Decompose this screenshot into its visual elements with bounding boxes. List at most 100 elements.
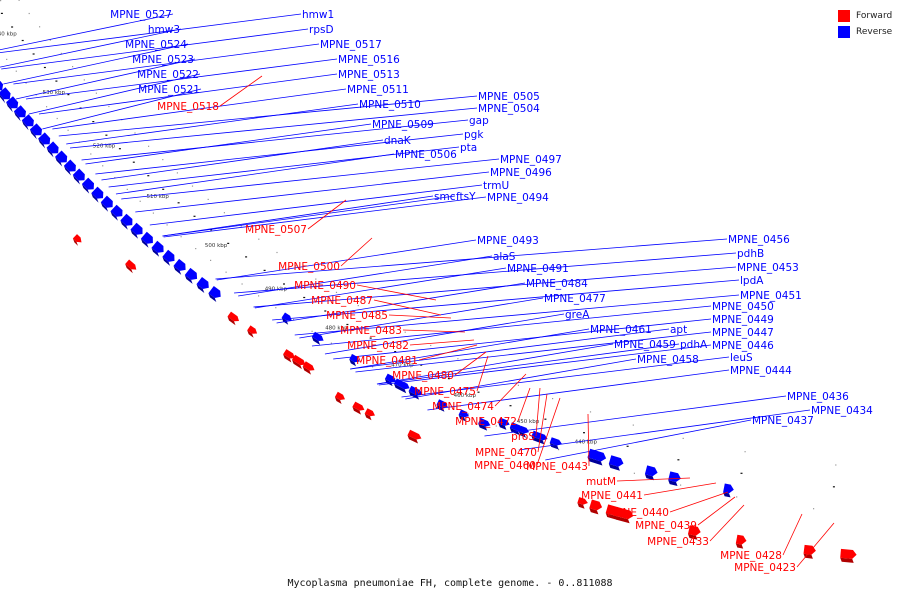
gene-label[interactable]: MPNE_0451 (740, 290, 802, 302)
gene-label[interactable]: MPNE_0507 (245, 224, 307, 236)
gene-label[interactable]: MPNE_0423 (734, 562, 796, 574)
forward-gene[interactable] (840, 548, 857, 559)
gene-label[interactable]: pta (460, 142, 477, 154)
forward-gene[interactable] (334, 391, 345, 400)
forward-gene[interactable] (364, 408, 375, 417)
forward-gene[interactable] (803, 544, 816, 555)
reverse-gene[interactable] (311, 331, 324, 341)
reverse-gene[interactable] (0, 78, 4, 91)
forward-gene[interactable] (72, 234, 82, 243)
gene-label[interactable]: MPNE_0459 (614, 339, 676, 351)
gene-label[interactable]: MPNE_0441 (581, 490, 643, 502)
gene-label[interactable]: MPNE_0456 (728, 234, 790, 246)
reverse-gene[interactable] (91, 186, 104, 199)
reverse-gene[interactable] (100, 195, 113, 208)
gene-label[interactable]: MPNE_0504 (478, 103, 540, 115)
gene-label[interactable]: MPNE_0439 (635, 520, 697, 532)
gene-label[interactable]: MPNE_0524 (125, 39, 187, 51)
gene-label[interactable]: MPNE_0477 (544, 293, 606, 305)
gene-label[interactable]: MPNE_0433 (647, 536, 709, 548)
gene-label[interactable]: hmw3 (148, 24, 180, 36)
gene-label[interactable]: smc (434, 191, 456, 203)
reverse-gene[interactable] (21, 114, 34, 127)
reverse-gene[interactable] (531, 430, 548, 441)
gene-label[interactable]: MPNE_0484 (526, 278, 588, 290)
reverse-gene[interactable] (644, 465, 658, 477)
forward-gene[interactable] (302, 361, 315, 371)
gene-label[interactable]: leuS (730, 352, 753, 364)
gene-label[interactable]: MPNE_0482 (347, 340, 409, 352)
reverse-gene[interactable] (208, 286, 221, 298)
forward-gene[interactable] (688, 525, 701, 536)
reverse-gene[interactable] (63, 159, 76, 172)
gene-label[interactable]: MPNE_0490 (294, 280, 356, 292)
gene-label[interactable]: MPNE_0509 (372, 119, 434, 131)
gene-label[interactable]: MPNE_0449 (712, 314, 774, 326)
forward-gene[interactable] (577, 497, 588, 505)
gene-label[interactable]: MPNE_0436 (787, 391, 849, 403)
gene-label[interactable]: proS (511, 431, 535, 443)
gene-label[interactable]: MPNE_0437 (752, 415, 814, 427)
reverse-gene[interactable] (29, 123, 42, 136)
gene-label[interactable]: MPNE_0511 (347, 84, 409, 96)
gene-label[interactable]: MPNE_0461 (590, 324, 652, 336)
reverse-gene[interactable] (120, 213, 133, 226)
gene-label[interactable]: dnaK (384, 135, 412, 147)
reverse-gene[interactable] (408, 385, 423, 396)
gene-label[interactable]: pgk (464, 129, 484, 141)
forward-gene[interactable] (247, 325, 258, 334)
gene-label[interactable]: MPNE_0527 (110, 9, 172, 21)
gene-label[interactable]: MPNE_0444 (730, 365, 792, 377)
forward-gene[interactable] (292, 354, 306, 366)
gene-label[interactable]: alaS (493, 251, 516, 263)
gene-label[interactable]: MPNE_0522 (137, 69, 199, 81)
reverse-gene[interactable] (162, 249, 175, 262)
gene-label[interactable]: MPNE_0485 (326, 310, 388, 322)
gene-label[interactable]: MPNE_0428 (720, 550, 782, 562)
reverse-gene[interactable] (518, 425, 530, 434)
forward-gene[interactable] (352, 401, 365, 411)
gene-label[interactable]: MPNE_0506 (395, 149, 457, 161)
gene-label[interactable]: MPNE_0443 (526, 461, 588, 473)
gene-label[interactable]: MPNE_0475 (414, 386, 476, 398)
forward-gene[interactable] (125, 259, 137, 270)
reverse-gene[interactable] (6, 96, 19, 109)
gene-label[interactable]: greA (565, 309, 590, 321)
reverse-gene[interactable] (110, 204, 123, 217)
reverse-gene[interactable] (458, 409, 469, 418)
reverse-gene[interactable] (184, 267, 198, 280)
gene-label[interactable]: MPNE_0496 (490, 167, 552, 179)
gene-label[interactable]: rpsD (309, 24, 334, 36)
reverse-gene[interactable] (130, 222, 143, 235)
gene-label[interactable]: MPNE_0472 (455, 416, 517, 428)
gene-label[interactable]: MPNE_0450 (712, 301, 774, 313)
gene-label[interactable]: lpdA (740, 275, 764, 287)
reverse-gene[interactable] (478, 417, 491, 427)
gene-label[interactable]: MPNE_0491 (507, 263, 569, 275)
gene-label[interactable]: trmU (483, 180, 509, 192)
gene-label[interactable]: MPNE_0453 (737, 262, 799, 274)
gene-label[interactable]: MPNE_0487 (311, 295, 373, 307)
gene-label[interactable]: pdhA (680, 339, 708, 351)
reverse-gene[interactable] (81, 177, 94, 190)
reverse-gene[interactable] (498, 417, 510, 426)
gene-label[interactable]: MPNE_0481 (356, 355, 418, 367)
gene-label[interactable]: MPNE_0483 (340, 325, 402, 337)
reverse-gene[interactable] (173, 258, 186, 271)
forward-gene[interactable] (735, 534, 747, 545)
gene-label[interactable]: MPNE_0458 (637, 354, 699, 366)
reverse-gene[interactable] (151, 240, 164, 253)
gene-label[interactable]: MPNE_0497 (500, 154, 562, 166)
reverse-gene[interactable] (608, 455, 624, 467)
forward-gene[interactable] (614, 506, 634, 520)
reverse-gene[interactable] (0, 87, 11, 100)
forward-gene[interactable] (589, 499, 603, 511)
reverse-gene[interactable] (587, 448, 607, 462)
forward-gene[interactable] (407, 429, 422, 440)
gene-label[interactable]: MPNE_0434 (811, 405, 873, 417)
reverse-gene[interactable] (349, 354, 360, 363)
gene-label[interactable]: MPNE_0518 (157, 101, 219, 113)
gene-label[interactable]: MPNE_0516 (338, 54, 400, 66)
gene-label[interactable]: MPNE_0447 (712, 327, 774, 339)
reverse-gene[interactable] (55, 150, 68, 163)
